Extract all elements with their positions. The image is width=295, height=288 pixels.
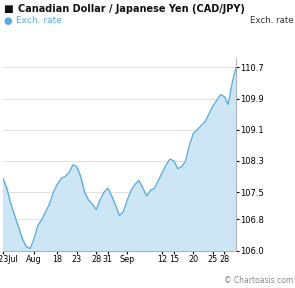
Text: © Chartoasis.com: © Chartoasis.com xyxy=(224,276,294,285)
Text: Canadian Dollar / Japanese Yen (CAD/JPY): Canadian Dollar / Japanese Yen (CAD/JPY) xyxy=(18,4,245,14)
Text: Exch. rate: Exch. rate xyxy=(16,16,62,25)
Text: Exch. rate: Exch. rate xyxy=(250,16,294,25)
Text: ■: ■ xyxy=(3,4,13,14)
Text: ●: ● xyxy=(3,16,12,26)
